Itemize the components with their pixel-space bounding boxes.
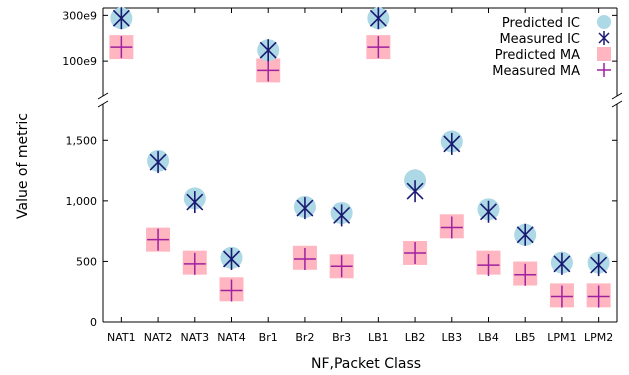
legend-label-predicted-ma: Predicted MA: [495, 48, 580, 63]
asterisk-stroke: [333, 206, 351, 224]
x-tick-label: LB4: [478, 331, 499, 344]
y-tick-label: 1,000: [66, 195, 98, 208]
point-measured-ic: [112, 7, 130, 30]
asterisk-stroke: [480, 203, 497, 221]
point-measured-ic: [296, 197, 314, 220]
x-tick-label: LB3: [441, 331, 462, 344]
x-tick-label: LB2: [405, 331, 426, 344]
x-axis-title: NF,Packet Class: [311, 356, 421, 372]
point-measured-ic: [443, 132, 461, 155]
point-measured-ma: [404, 241, 427, 264]
legend-swatch-predicted-ic: [597, 15, 611, 29]
x-tick-label: NAT4: [217, 331, 246, 344]
y-tick-label: 300e9: [62, 9, 97, 22]
point-measured-ma: [367, 36, 390, 59]
x-tick-label: LB1: [368, 331, 389, 344]
point-measured-ma: [110, 36, 133, 59]
legend-square: [597, 47, 611, 61]
y-tick-label: 500: [76, 255, 97, 268]
y-tick-label: 0: [90, 316, 97, 329]
asterisk-stroke: [406, 182, 424, 200]
point-measured-ma: [183, 252, 206, 275]
point-measured-ic: [149, 151, 167, 174]
point-measured-ic: [590, 254, 608, 277]
legend-label-measured-ma: Measured MA: [492, 64, 580, 79]
point-measured-ma: [440, 216, 463, 239]
point-measured-ma: [293, 248, 316, 271]
point-measured-ic: [516, 223, 534, 246]
asterisk-stroke: [149, 153, 167, 171]
point-measured-ic: [333, 204, 351, 227]
axis-break-mark: [97, 100, 109, 108]
legend-plus: [597, 63, 611, 77]
legend-swatch-predicted-ma: [597, 47, 611, 61]
legend-label-predicted-ic: Predicted IC: [502, 16, 580, 31]
asterisk-stroke: [516, 226, 534, 244]
asterisk-stroke: [223, 250, 240, 268]
asterisk-stroke: [590, 256, 608, 274]
point-measured-ic: [259, 39, 277, 62]
point-measured-ic: [369, 7, 387, 30]
point-measured-ic: [553, 252, 571, 275]
axis-break-mark: [611, 92, 623, 100]
x-tick-label: Br2: [295, 331, 314, 344]
asterisk-stroke: [553, 255, 571, 273]
legend-circle: [597, 15, 611, 29]
point-measured-ma: [220, 279, 243, 302]
x-tick-label: LPM1: [547, 331, 576, 344]
asterisk-stroke: [112, 9, 130, 27]
y-axis-title: Value of metric: [15, 113, 31, 219]
point-measured-ic: [223, 248, 240, 271]
axis-break-mark: [97, 92, 109, 100]
point-measured-ic: [406, 180, 424, 203]
axis-ticks: 0 500 1,000 1,500 100e9 300e9 NAT1 NAT2 NAT3 NAT4…: [62, 8, 617, 344]
point-measured-ma: [587, 285, 610, 308]
asterisk-stroke: [598, 32, 610, 44]
x-tick-label: NAT2: [144, 331, 173, 344]
point-measured-ic: [480, 200, 497, 223]
data-marks: [109, 7, 611, 308]
asterisk-stroke: [296, 199, 314, 217]
x-tick-label: NAT3: [180, 331, 209, 344]
y-tick-label: 100e9: [62, 55, 97, 68]
point-measured-ma: [477, 254, 500, 277]
point-measured-ma: [147, 228, 170, 251]
x-tick-label: LPM2: [584, 331, 613, 344]
asterisk-stroke: [369, 9, 387, 27]
point-measured-ma: [550, 285, 573, 308]
axis-break-mark: [611, 100, 623, 108]
asterisk-stroke: [259, 41, 277, 59]
legend-swatch-measured-ic: [598, 31, 610, 45]
x-tick-label: Br3: [332, 331, 351, 344]
x-tick-label: Br1: [259, 331, 278, 344]
asterisk-stroke: [186, 193, 204, 211]
point-measured-ma: [330, 255, 353, 278]
point-measured-ic: [186, 191, 204, 214]
asterisk-stroke: [443, 135, 461, 153]
legend-label-measured-ic: Measured IC: [499, 32, 580, 47]
legend-swatch-measured-ma: [597, 63, 611, 77]
y-tick-label: 1,500: [66, 134, 98, 147]
x-tick-label: LB5: [515, 331, 536, 344]
point-measured-ma: [257, 59, 280, 82]
point-measured-ma: [514, 263, 537, 286]
legend-asterisk: [598, 31, 610, 45]
x-tick-label: NAT1: [107, 331, 136, 344]
